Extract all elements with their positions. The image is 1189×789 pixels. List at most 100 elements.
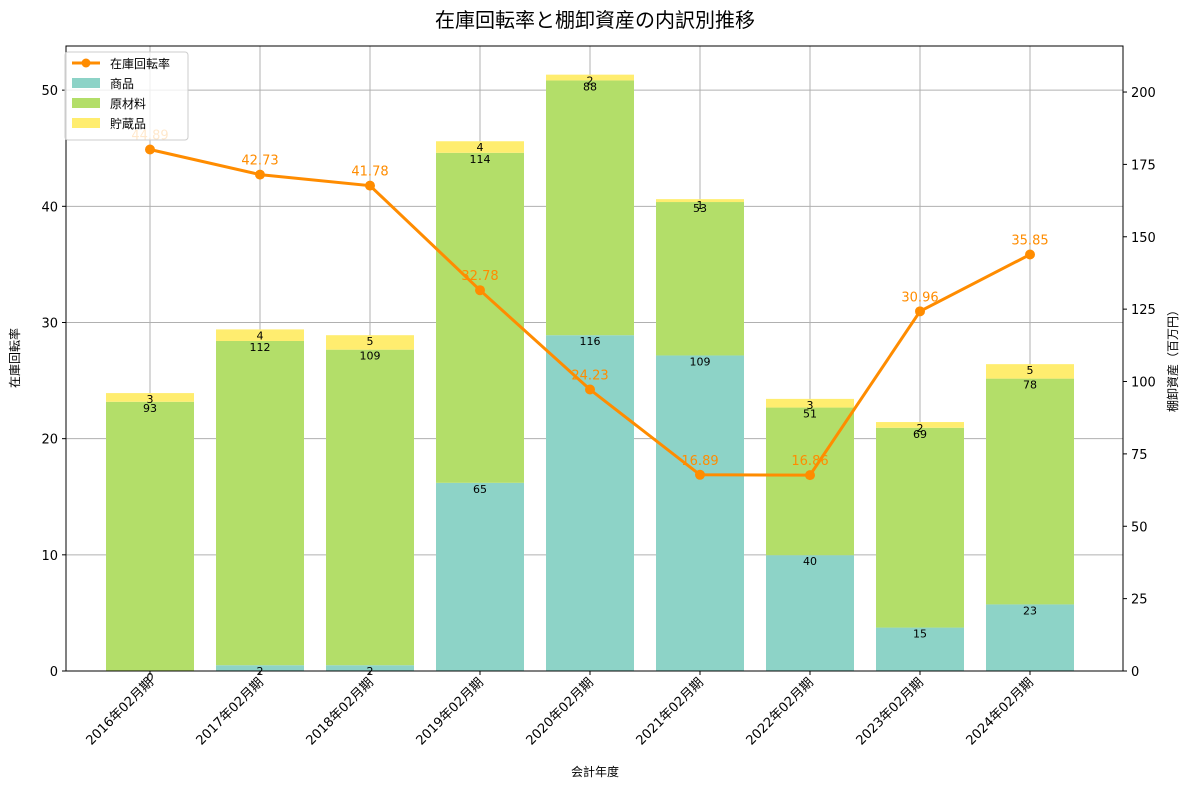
right-axis-ticks: 0 25 50 75 100 125 150 175 200 [1123, 86, 1156, 680]
bar-value-label: 2 [587, 75, 594, 88]
bar-value-label: 112 [250, 341, 271, 354]
bar-value-label: 65 [473, 483, 487, 496]
bar-segment [656, 202, 744, 356]
bar-segment [656, 355, 744, 671]
bar-value-label: 3 [807, 399, 814, 412]
bar-segment [876, 422, 964, 428]
left-axis-ticks: 0 10 20 30 40 50 [41, 84, 66, 680]
bar-segment [216, 665, 304, 671]
right-tick-label: 100 [1131, 376, 1156, 391]
turnover-value-label: 16.86 [791, 454, 828, 469]
x-tick-label: 2019年02月期 [414, 675, 487, 748]
legend-label: 貯蔵品 [110, 117, 146, 131]
bar-segment [436, 482, 524, 671]
bar-segment [326, 335, 414, 350]
x-tick-label: 2018年02月期 [304, 675, 377, 748]
bar-value-label: 116 [580, 335, 601, 348]
bar-value-label: 109 [690, 355, 711, 368]
bar-value-label: 1 [697, 199, 704, 212]
bar-segment [216, 329, 304, 341]
bar-value-label: 15 [913, 628, 927, 641]
bar-value-label: 53 [693, 202, 707, 215]
right-tick-label: 25 [1131, 593, 1148, 608]
left-tick-label: 50 [41, 84, 58, 99]
turnover-value-label: 32.78 [461, 269, 498, 284]
x-tick-label: 2024年02月期 [964, 675, 1037, 748]
bar-value-label: 78 [1023, 379, 1037, 392]
chart-title: 在庫回転率と棚卸資産の内訳別推移 [435, 8, 755, 32]
bar-value-label: 0 [147, 671, 154, 684]
x-tick-label: 2022年02月期 [744, 675, 817, 748]
plot-frame [65, 45, 1124, 672]
turnover-marker [365, 180, 375, 191]
right-tick-label: 0 [1131, 665, 1139, 680]
bar-segment [876, 427, 964, 628]
right-tick-label: 75 [1131, 448, 1148, 463]
bar-segment [766, 398, 854, 408]
bar-value-label: 69 [913, 428, 927, 441]
turnover-marker [585, 384, 595, 395]
bar-segment [326, 665, 414, 671]
turnover-line: 44.8942.7341.7832.7824.2316.8916.8630.96… [131, 129, 1049, 481]
turnover-value-label: 41.78 [351, 165, 388, 180]
turnover-value-label: 30.96 [901, 290, 938, 305]
turnover-marker [805, 470, 815, 481]
turnover-value-label: 16.89 [681, 454, 718, 469]
left-tick-label: 30 [41, 316, 58, 331]
left-tick-label: 0 [50, 665, 58, 680]
x-axis-label: 会計年度 [571, 764, 619, 779]
turnover-value-label: 42.73 [241, 154, 278, 169]
legend-label: 在庫回転率 [110, 56, 170, 71]
bar-segment [546, 80, 634, 336]
turnover-marker [915, 306, 925, 317]
legend-label: 原材料 [110, 97, 146, 111]
turnover-value-label: 24.23 [571, 369, 608, 384]
turnover-marker [255, 169, 265, 180]
bar-value-label: 88 [583, 80, 597, 93]
right-axis-label: 棚卸資産（百万円） [1165, 304, 1180, 412]
bar-value-label: 5 [367, 335, 374, 348]
bar-segment [986, 604, 1074, 671]
turnover-marker [695, 469, 705, 480]
right-tick-label: 150 [1131, 231, 1156, 246]
legend-swatch-icon [72, 118, 100, 128]
legend-swatch-icon [72, 78, 100, 88]
bar-segment [326, 349, 414, 666]
x-tick-label: 2021年02月期 [634, 675, 707, 748]
x-tick-label: 2023年02月期 [854, 675, 927, 748]
turnover-value-label: 35.85 [1011, 234, 1048, 249]
bar-segment [876, 627, 964, 671]
bar-segment [216, 340, 304, 666]
right-tick-label: 200 [1131, 86, 1156, 101]
bar-segment [986, 378, 1074, 605]
x-tick-label: 2017年02月期 [194, 675, 267, 748]
bar-value-label: 51 [803, 408, 817, 421]
bar-value-label: 4 [257, 329, 264, 342]
legend-marker-icon [81, 58, 91, 68]
x-axis-ticks: 2016年02月期 2017年02月期 2018年02月期 2019年02月期 2020… [84, 671, 1037, 749]
bar-segment [766, 555, 854, 671]
legend-label: 商品 [110, 76, 134, 91]
stacked-bars [106, 74, 1074, 671]
bar-value-label: 2 [917, 422, 924, 435]
bar-value-label: 109 [360, 350, 381, 363]
left-axis-label: 在庫回転率 [7, 328, 22, 388]
right-tick-label: 50 [1131, 520, 1148, 535]
left-tick-label: 20 [41, 433, 58, 448]
x-tick-label: 2020年02月期 [524, 675, 597, 748]
right-tick-label: 175 [1131, 158, 1156, 173]
bar-segment [106, 401, 194, 671]
turnover-marker [145, 144, 155, 155]
bar-segment [656, 199, 744, 203]
bar-value-label: 4 [477, 141, 484, 154]
left-tick-label: 40 [41, 200, 58, 215]
bar-value-label: 23 [1023, 604, 1037, 617]
left-tick-label: 10 [41, 549, 58, 564]
legend-swatch-icon [72, 98, 100, 108]
bar-value-label: 40 [803, 555, 817, 568]
bar-segment [436, 141, 524, 153]
right-tick-label: 125 [1131, 303, 1156, 318]
bar-segment [986, 364, 1074, 379]
